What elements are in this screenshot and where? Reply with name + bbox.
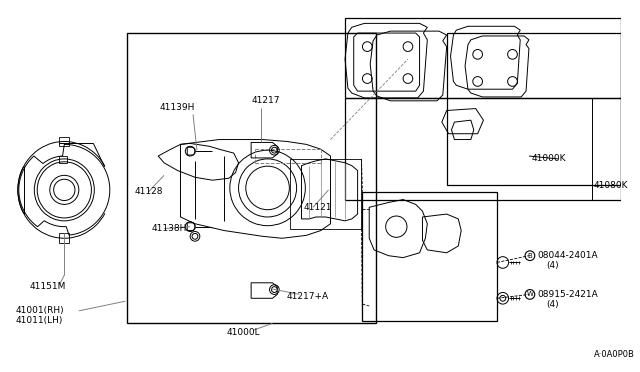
Bar xyxy=(60,137,69,146)
Text: 41128: 41128 xyxy=(135,187,163,196)
Bar xyxy=(362,192,497,321)
Bar xyxy=(290,159,362,228)
Text: B: B xyxy=(527,253,532,259)
Text: 41011(LH): 41011(LH) xyxy=(16,316,63,325)
Text: (4): (4) xyxy=(547,299,559,309)
Bar xyxy=(447,33,621,185)
Text: 41217+A: 41217+A xyxy=(287,292,329,301)
Text: 41000K: 41000K xyxy=(532,154,566,163)
Text: 41001(RH): 41001(RH) xyxy=(16,307,65,315)
Bar xyxy=(60,234,69,243)
Bar xyxy=(60,156,67,163)
Text: 41138H: 41138H xyxy=(152,224,187,233)
Bar xyxy=(345,98,621,199)
Text: 41121: 41121 xyxy=(303,203,332,212)
Text: A·0A0P0B: A·0A0P0B xyxy=(594,350,635,359)
Bar xyxy=(345,17,621,98)
Text: 41139H: 41139H xyxy=(159,103,195,112)
Text: (4): (4) xyxy=(547,261,559,270)
Text: 41217: 41217 xyxy=(251,96,280,105)
Text: 08044-2401A: 08044-2401A xyxy=(538,251,598,260)
Text: 41080K: 41080K xyxy=(594,180,628,189)
Text: 41151M: 41151M xyxy=(29,282,66,291)
Text: 41000L: 41000L xyxy=(227,328,260,337)
Text: 08915-2421A: 08915-2421A xyxy=(538,290,598,299)
Text: W: W xyxy=(527,291,533,297)
Bar xyxy=(127,33,376,323)
